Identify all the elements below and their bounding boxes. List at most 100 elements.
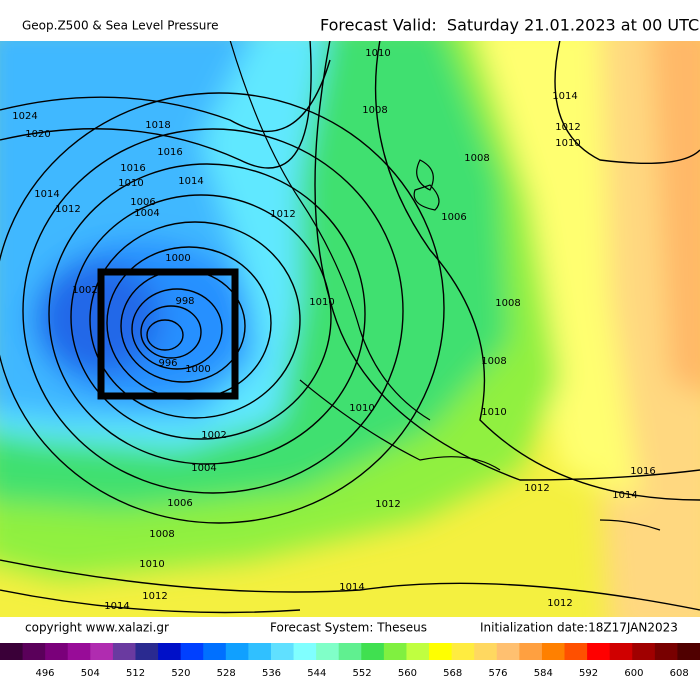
colorbar-swatch [270, 643, 295, 660]
isobar [0, 589, 301, 614]
isobar-label: 1012 [375, 499, 400, 510]
isobar-label: 1010 [365, 48, 390, 59]
isobar-label: 1008 [481, 356, 506, 367]
colorbar-label: 496 [35, 668, 54, 679]
isobar-label: 1006 [130, 197, 155, 208]
highlight-box [97, 268, 239, 400]
colorbar-swatch [429, 643, 453, 660]
isobars [0, 41, 700, 614]
colorbar-swatch [158, 643, 182, 660]
colorbar-label: 592 [579, 668, 598, 679]
colorbar-swatch [496, 643, 520, 660]
colorbar-label: 512 [126, 668, 145, 679]
colorbar-swatch [112, 643, 136, 660]
colorbar-swatch [564, 643, 588, 660]
isobar-label: 1008 [495, 298, 520, 309]
isobar [131, 288, 223, 370]
colorbar-label: 504 [81, 668, 100, 679]
isobar [22, 128, 404, 494]
colorbar-label: 520 [171, 668, 190, 679]
isobar-label: 1010 [309, 297, 334, 308]
colorbar-swatch [587, 643, 611, 660]
colorbar-swatch [654, 643, 678, 660]
isobar-label: 1010 [555, 138, 580, 149]
isobar-label: 1006 [167, 498, 192, 509]
copyright: copyright www.xalazi.gr [25, 621, 169, 635]
colorbar-swatch [677, 643, 700, 660]
isobar [0, 559, 700, 611]
isobar [70, 194, 332, 440]
forecast-system: Forecast System: Theseus [270, 621, 427, 635]
isobar-label: 1008 [362, 105, 387, 116]
isobar-label: 1008 [464, 153, 489, 164]
isobar-label: 1024 [12, 111, 37, 122]
isobar-label: 1014 [178, 176, 203, 187]
colorbar-swatch [541, 643, 566, 660]
colorbar-swatch [0, 643, 24, 660]
colorbar-swatch [406, 643, 430, 660]
isobar-label: 1014 [612, 490, 637, 501]
colorbar-label: 536 [262, 668, 281, 679]
isobar-label: 1002 [72, 285, 97, 296]
isobar-label: 1000 [165, 253, 190, 264]
init-date: Initialization date:18Z17JAN2023 [480, 621, 678, 635]
isobar-label: 1012 [524, 483, 549, 494]
isobar [314, 41, 700, 481]
isobar-label: 1016 [630, 466, 655, 477]
isobar [0, 92, 445, 524]
isobar-label: 1008 [149, 529, 174, 540]
colorbar-label: 576 [488, 668, 507, 679]
isobar [0, 59, 331, 133]
colorbar-swatch [609, 643, 633, 660]
colorbar-swatch [451, 643, 475, 660]
header-title: Geop.Z500 & Sea Level Pressure [22, 19, 218, 33]
coastlines [229, 41, 661, 531]
colorbar: 496 504 512 520 528 536 544 552 560 568 576 584 592 6… [0, 643, 700, 679]
isobar-label: 1012 [555, 122, 580, 133]
colorbar-swatch [225, 643, 249, 660]
colorbar-swatch [67, 643, 91, 660]
isobar [374, 41, 700, 501]
isobar-label: 1010 [481, 407, 506, 418]
isobar-label: 1000 [185, 364, 210, 375]
colorbar-label: 560 [398, 668, 417, 679]
map: 1010 1014 1008 1012 1010 1008 1024 1020 1018 1016… [0, 41, 700, 617]
colorbar-swatch [90, 643, 114, 660]
colorbar-swatch [248, 643, 272, 660]
isobar [554, 41, 700, 165]
isobar-label: 996 [158, 358, 177, 369]
isobar-label: 1012 [270, 209, 295, 220]
isobar-label: 1016 [157, 147, 182, 158]
isobar-label: 1020 [25, 129, 50, 140]
isobar [140, 305, 202, 359]
colorbar-label: 552 [353, 668, 372, 679]
isobar-label: 1004 [134, 208, 159, 219]
colorbar-swatch [135, 643, 159, 660]
isobar-label: 1010 [118, 178, 143, 189]
isobar [0, 41, 312, 169]
colorbar-label: 584 [534, 668, 553, 679]
isobar-label: 1012 [142, 591, 167, 602]
isobar-label: 1002 [201, 430, 226, 441]
colorbar-label: 544 [307, 668, 326, 679]
colorbar-swatch [338, 643, 362, 660]
colorbar-swatch [180, 643, 204, 660]
isobar-label: 998 [175, 296, 194, 307]
colorbar-label: 600 [624, 668, 643, 679]
isobar [146, 319, 184, 351]
isobar-label: 1010 [139, 559, 164, 570]
isobar [48, 163, 366, 465]
isobar-label: 1012 [55, 204, 80, 215]
colorbar-swatch [361, 643, 385, 660]
isobar-label: 1014 [552, 91, 577, 102]
colorbar-swatch [632, 643, 656, 660]
isobar [89, 221, 301, 419]
colorbar-swatch [22, 643, 46, 660]
isobar-label: 1018 [145, 120, 170, 131]
colorbar-swatch [519, 643, 543, 660]
isobar-label: 1016 [120, 163, 145, 174]
isobar-label: 1010 [349, 403, 374, 414]
isobar-label: 1014 [339, 582, 364, 593]
